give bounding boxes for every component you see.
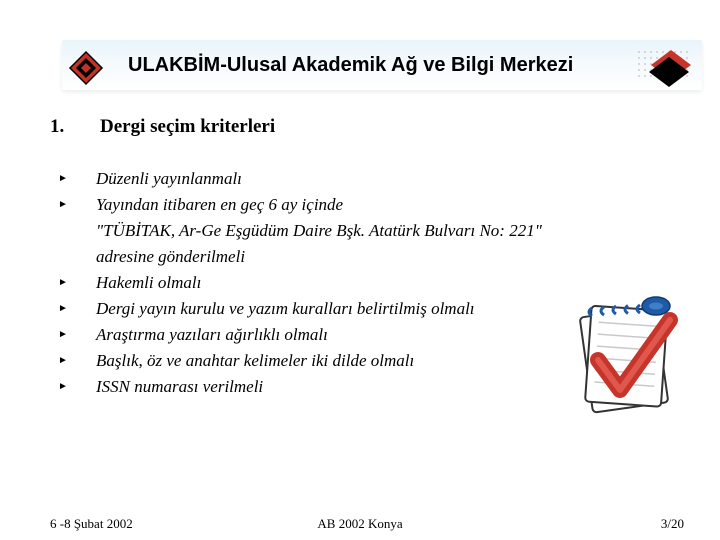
- diamond-logo-icon: [68, 50, 104, 86]
- list-item-text: Düzenli yayınlanmalı: [96, 166, 598, 192]
- list-item: Yayından itibaren en geç 6 ay içinde"TÜB…: [58, 192, 598, 270]
- list-item-text: Başlık, öz ve anahtar kelimeler iki dild…: [96, 348, 598, 374]
- header-title: ULAKBİM-Ulusal Akademik Ağ ve Bilgi Merk…: [62, 40, 702, 90]
- list-item-text: Hakemli olmalı: [96, 270, 598, 296]
- bullet-list: Düzenli yayınlanmalı Yayından itibaren e…: [58, 166, 598, 400]
- footer-right: 3/20: [661, 516, 684, 532]
- list-item: ISSN numarası verilmeli: [58, 374, 598, 400]
- header-bar: ULAKBİM-Ulusal Akademik Ağ ve Bilgi Merk…: [62, 40, 702, 90]
- diamonds-logo-icon: [636, 48, 694, 88]
- section-row: 1. Dergi seçim kriterleri: [50, 116, 275, 138]
- list-item-text: Araştırma yazıları ağırlıklı olmalı: [96, 322, 598, 348]
- section-number: 1.: [50, 116, 96, 138]
- footer-center: AB 2002 Konya: [0, 516, 720, 532]
- list-item: Araştırma yazıları ağırlıklı olmalı: [58, 322, 598, 348]
- list-item: Düzenli yayınlanmalı: [58, 166, 598, 192]
- list-item-text: Dergi yayın kurulu ve yazım kuralları be…: [96, 296, 598, 322]
- list-item-text: ISSN numarası verilmeli: [96, 374, 598, 400]
- slide: { "header": { "title": "ULAKBİM-Ulusal A…: [0, 0, 720, 540]
- section-title: Dergi seçim kriterleri: [100, 116, 275, 138]
- list-item-text: Yayından itibaren en geç 6 ay içinde"TÜB…: [96, 192, 598, 270]
- list-item: Dergi yayın kurulu ve yazım kuralları be…: [58, 296, 598, 322]
- header: ULAKBİM-Ulusal Akademik Ağ ve Bilgi Merk…: [0, 0, 720, 95]
- list-item: Hakemli olmalı: [58, 270, 598, 296]
- notebook-check-icon: [558, 290, 688, 420]
- list-item: Başlık, öz ve anahtar kelimeler iki dild…: [58, 348, 598, 374]
